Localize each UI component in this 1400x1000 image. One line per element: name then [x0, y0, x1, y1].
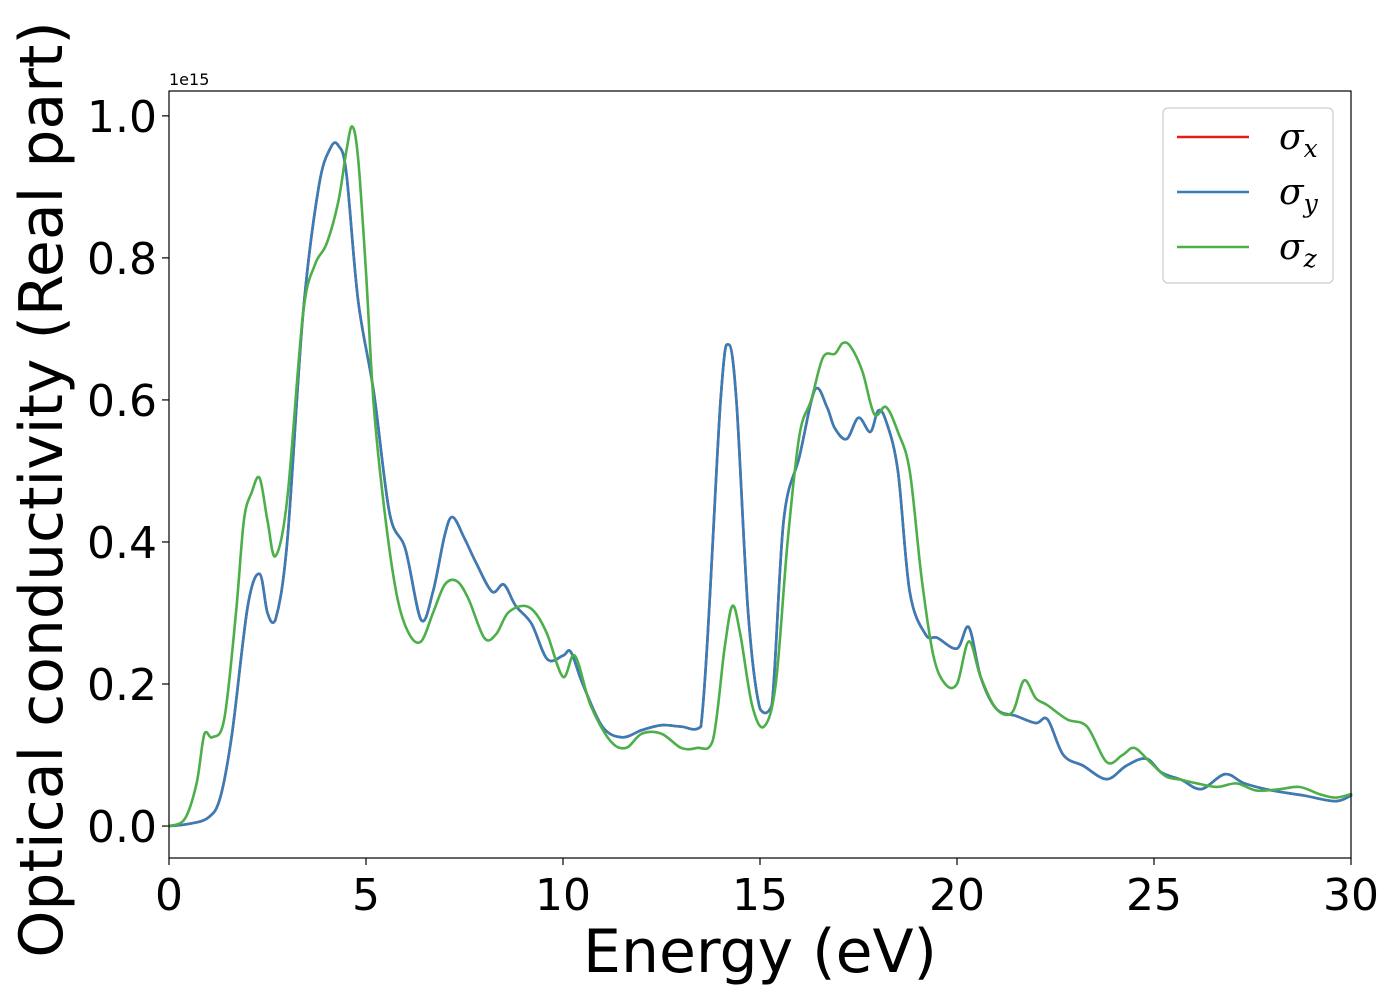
y-tick-label: 0.2: [87, 660, 157, 711]
x-tick-label: 5: [352, 870, 380, 921]
y-tick-label: 0.6: [87, 376, 157, 427]
x-tick-label: 30: [1323, 870, 1379, 921]
series-line-y: [167, 141, 1353, 828]
x-tick-label: 15: [732, 870, 788, 921]
legend-label-x: σx: [1279, 117, 1318, 163]
y-axis-title: Optical conductivity (Real part): [7, 21, 77, 958]
x-axis-title: Energy (eV): [583, 917, 937, 987]
y-tick-label: 0.4: [87, 518, 157, 569]
y-tick-label: 0.0: [87, 802, 157, 853]
legend-subscript: x: [1304, 134, 1318, 163]
legend-subscript: y: [1303, 189, 1319, 218]
y-offset-label: 1e15: [169, 70, 209, 89]
legend-symbol: σ: [1279, 227, 1305, 268]
x-tick-label: 10: [535, 870, 591, 921]
legend-label-y: σy: [1279, 172, 1319, 218]
legend-label-z: σz: [1279, 227, 1318, 273]
legend-subscript: z: [1303, 244, 1318, 273]
y-tick-label: 0.8: [87, 234, 157, 285]
y-tick-label: 1.0: [87, 92, 157, 143]
series-line-z: [167, 125, 1353, 828]
x-tick-label: 25: [1126, 870, 1182, 921]
y-axis-ticks: 0.0 0.2 0.4 0.6 0.8 1.0: [87, 92, 169, 853]
plot-frame: [168, 90, 1352, 859]
x-axis-ticks: 0 5 10 15 20 25 30: [155, 858, 1379, 921]
legend-box: [1162, 107, 1334, 284]
x-tick-label: 0: [155, 870, 183, 921]
series-lines: [167, 125, 1353, 828]
legend-symbol: σ: [1279, 172, 1305, 213]
x-tick-label: 20: [929, 870, 985, 921]
legend-symbol: σ: [1279, 117, 1305, 158]
